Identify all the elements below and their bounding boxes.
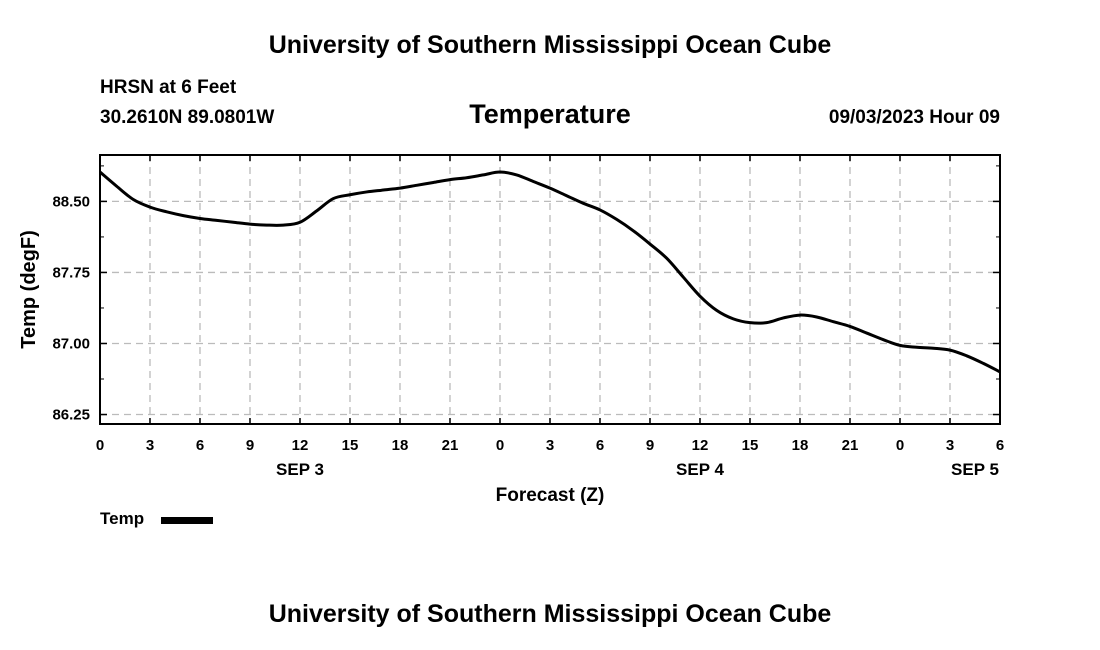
x-tick-label: 18 [392, 437, 409, 454]
label-layer: 0 3 6 9 12 15 18 21 0 3 6 9 12 15 18 21 0 3 6 86.25 87.00 87.… [18, 193, 1004, 506]
x-tick-label: 3 [546, 437, 554, 454]
y-tick-label: 87.75 [52, 264, 90, 281]
x-tick-label: 6 [596, 437, 604, 454]
x-tick-label: 21 [442, 437, 459, 454]
y-tick-label: 88.50 [52, 193, 90, 210]
chart-title: Temperature [469, 99, 631, 129]
x-tick-label: 15 [342, 437, 359, 454]
x-tick-label: 18 [792, 437, 809, 454]
station-coordinates: 30.2610N 89.0801W [100, 107, 275, 128]
date-label: SEP 5 [951, 460, 999, 479]
x-tick-label: 3 [946, 437, 954, 454]
y-axis-label: Temp (degF) [18, 230, 40, 349]
x-tick-label: 0 [496, 437, 504, 454]
x-tick-label: 9 [246, 437, 254, 454]
y-tick-label: 86.25 [52, 407, 90, 424]
page-title: University of Southern Mississippi Ocean… [268, 31, 832, 59]
x-tick-label: 9 [646, 437, 654, 454]
date-label: SEP 4 [676, 460, 724, 479]
series-layer [99, 170, 1001, 374]
x-tick-label: 15 [742, 437, 759, 454]
x-tick-label: 6 [996, 437, 1004, 454]
date-label: SEP 3 [276, 460, 324, 479]
forecast-datetime: 09/03/2023 Hour 09 [828, 107, 1000, 128]
x-tick-label: 12 [692, 437, 709, 454]
grid-layer [100, 155, 1000, 424]
legend-label: Temp [100, 509, 145, 528]
legend-line-swatch [161, 517, 213, 524]
x-tick-label: 6 [196, 437, 204, 454]
x-tick-label: 0 [96, 437, 104, 454]
station-label: HRSN at 6 Feet [100, 77, 237, 98]
x-tick-label: 0 [896, 437, 904, 454]
footer-title: University of Southern Mississippi Ocean… [268, 600, 832, 628]
x-tick-label: 3 [146, 437, 154, 454]
x-axis-label: Forecast (Z) [496, 485, 605, 506]
axis-layer [99, 154, 1001, 425]
series-line-temp [99, 170, 1001, 374]
x-tick-label: 21 [842, 437, 859, 454]
plot-frame [99, 154, 1001, 425]
y-tick-label: 87.00 [52, 335, 90, 352]
x-tick-label: 12 [292, 437, 309, 454]
